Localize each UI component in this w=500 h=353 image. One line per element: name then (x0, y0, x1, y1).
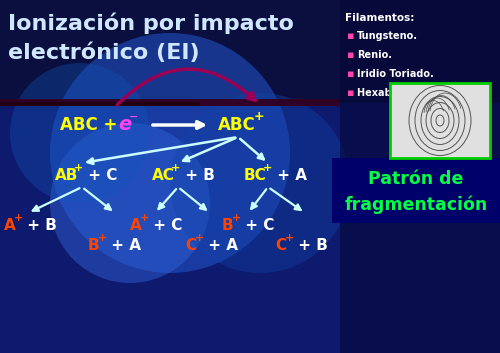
Text: Filamentos:: Filamentos: (345, 13, 414, 23)
Text: +: + (140, 213, 149, 223)
Text: ▪: ▪ (347, 50, 354, 60)
Text: +: + (254, 109, 264, 122)
Text: B: B (222, 217, 234, 233)
Text: + B: + B (293, 238, 328, 252)
Text: −: − (129, 112, 138, 122)
Bar (332, 158, 500, 223)
Text: + B: + B (180, 168, 215, 183)
Text: C: C (185, 238, 196, 252)
Text: ABC: ABC (218, 116, 256, 134)
Bar (390, 83, 490, 158)
Text: ▪: ▪ (347, 88, 354, 98)
Text: + C: + C (148, 217, 182, 233)
Circle shape (50, 123, 210, 283)
Circle shape (170, 93, 350, 273)
Text: A: A (130, 217, 142, 233)
Text: electrónico (EI): electrónico (EI) (8, 43, 200, 64)
Text: fragmentación: fragmentación (344, 196, 488, 214)
Text: +: + (98, 233, 107, 243)
Text: Tungsteno.: Tungsteno. (357, 31, 418, 41)
Bar (340, 0, 500, 353)
Text: +: + (285, 233, 294, 243)
Text: Hexaboruro de lantano.: Hexaboruro de lantano. (357, 88, 488, 98)
Text: + A: + A (106, 238, 141, 252)
Text: +: + (263, 163, 272, 173)
Circle shape (50, 33, 290, 273)
Text: + B: + B (22, 217, 57, 233)
Bar (0, 99, 340, 106)
Text: + C: + C (83, 168, 117, 183)
Text: ▪: ▪ (347, 69, 354, 79)
Text: +: + (171, 163, 180, 173)
Text: Iridio Toriado.: Iridio Toriado. (357, 69, 434, 79)
Bar (0, 102, 200, 106)
Text: Patrón de: Patrón de (368, 170, 464, 188)
Text: C: C (275, 238, 286, 252)
FancyArrowPatch shape (117, 69, 255, 105)
Text: BC: BC (244, 168, 267, 183)
Text: +: + (195, 233, 204, 243)
Text: ▪: ▪ (347, 31, 354, 41)
Text: Ionización por impacto: Ionización por impacto (8, 13, 294, 35)
Text: +: + (74, 163, 83, 173)
Text: Renio.: Renio. (357, 50, 392, 60)
Text: AC: AC (152, 168, 175, 183)
Text: A: A (4, 217, 16, 233)
Text: AB: AB (55, 168, 78, 183)
Text: + A: + A (203, 238, 238, 252)
Text: +: + (232, 213, 241, 223)
Bar (0, 0, 500, 103)
Text: e: e (118, 115, 131, 134)
Circle shape (10, 63, 150, 203)
Text: +: + (14, 213, 23, 223)
Text: + A: + A (272, 168, 307, 183)
Text: ABC +: ABC + (60, 116, 123, 134)
Text: B: B (88, 238, 100, 252)
Text: + C: + C (240, 217, 274, 233)
